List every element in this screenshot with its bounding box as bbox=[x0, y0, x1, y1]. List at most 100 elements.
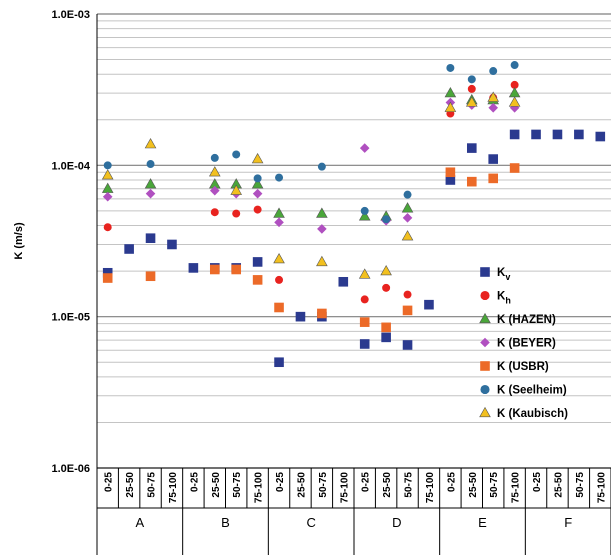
point-k-kaubisch bbox=[444, 101, 457, 112]
x-tick-label: 75-100 bbox=[339, 472, 350, 504]
legend-item-k-kaubisch: K (Kaubisch) bbox=[479, 406, 568, 420]
point-k-seelheim bbox=[253, 174, 262, 183]
x-tick-label: 25-50 bbox=[553, 472, 564, 498]
legend-marker-kh bbox=[480, 290, 490, 301]
point-kv bbox=[531, 129, 541, 140]
point-k-kaubisch bbox=[144, 138, 157, 149]
point-k-beyer bbox=[102, 191, 113, 202]
point-k-hazen bbox=[316, 207, 328, 218]
point-k-kaubisch bbox=[380, 264, 392, 276]
point-kh bbox=[510, 80, 519, 89]
point-k-hazen bbox=[508, 86, 521, 98]
point-kv bbox=[359, 339, 370, 349]
x-tick-label: 50-75 bbox=[147, 472, 158, 498]
point-k-beyer bbox=[252, 188, 263, 199]
point-k-hazen bbox=[101, 182, 114, 193]
legend-marker-k-kaubisch bbox=[479, 406, 491, 418]
point-k-hazen bbox=[401, 202, 414, 213]
legend-label-sub: v bbox=[505, 272, 510, 282]
point-k-beyer bbox=[274, 217, 284, 228]
point-k-kaubisch bbox=[251, 152, 264, 164]
x-tick-label: 0-25 bbox=[532, 472, 543, 492]
point-k-seelheim bbox=[510, 61, 519, 70]
point-k-beyer bbox=[209, 185, 220, 196]
group-label: A bbox=[135, 515, 144, 530]
legend-label-kh: Kh bbox=[497, 291, 511, 306]
point-kh bbox=[253, 205, 262, 214]
point-kh bbox=[360, 295, 369, 304]
point-k-usbr bbox=[402, 305, 413, 316]
x-tick-label: 0-25 bbox=[446, 472, 457, 492]
y-tick-label: 1.0E-06 bbox=[51, 463, 90, 475]
point-k-usbr bbox=[274, 302, 284, 313]
point-kv bbox=[445, 175, 456, 185]
point-k-seelheim bbox=[317, 162, 326, 171]
y-tick-label: 1.0E-03 bbox=[51, 9, 90, 21]
point-kv bbox=[574, 129, 584, 140]
point-k-usbr bbox=[381, 322, 391, 333]
point-kv bbox=[552, 129, 563, 140]
grid-layer bbox=[97, 13, 611, 469]
point-kv bbox=[167, 239, 177, 250]
point-k-kaubisch bbox=[273, 252, 285, 264]
legend-item-k-seelheim: K (Seelheim) bbox=[480, 385, 567, 397]
point-k-hazen bbox=[444, 86, 457, 98]
point-kh bbox=[210, 208, 219, 217]
legend-item-k-beyer: K (BEYER) bbox=[480, 338, 556, 350]
point-k-usbr bbox=[488, 173, 499, 184]
legend-marker-kv bbox=[480, 267, 490, 277]
y-axis-title: K (m/s) bbox=[13, 222, 25, 260]
point-kv bbox=[274, 357, 284, 368]
point-k-kaubisch bbox=[316, 255, 328, 267]
point-kv bbox=[124, 244, 134, 254]
point-k-kaubisch bbox=[465, 96, 478, 107]
legend-label-k-usbr: K (USBR) bbox=[497, 361, 549, 373]
x-tick-label: 0-25 bbox=[104, 472, 115, 492]
group-label: F bbox=[564, 515, 572, 530]
point-k-seelheim bbox=[489, 67, 498, 76]
x-tick-label: 0-25 bbox=[361, 472, 372, 492]
x-tick-label: 25-50 bbox=[125, 472, 136, 498]
point-k-hazen bbox=[273, 207, 285, 218]
point-k-hazen bbox=[251, 178, 264, 189]
point-k-seelheim bbox=[467, 75, 476, 84]
point-k-kaubisch bbox=[508, 96, 521, 107]
point-kh bbox=[382, 283, 391, 292]
point-k-seelheim bbox=[232, 150, 241, 159]
point-kv bbox=[424, 299, 434, 310]
legend-item-k-usbr: K (USBR) bbox=[480, 361, 549, 373]
point-k-kaubisch bbox=[401, 230, 414, 241]
x-tick-label: 75-100 bbox=[168, 472, 179, 504]
point-k-usbr bbox=[359, 317, 370, 327]
point-k-usbr bbox=[509, 163, 520, 173]
legend-item-k-hazen: K (HAZEN) bbox=[479, 312, 556, 326]
point-k-usbr bbox=[445, 167, 456, 178]
group-label: E bbox=[478, 515, 487, 530]
legend-label-kv: Kv bbox=[497, 267, 510, 282]
point-k-seelheim bbox=[360, 206, 369, 215]
x-tick-label: 50-75 bbox=[318, 472, 329, 498]
legend-label-main: K bbox=[497, 267, 506, 279]
point-k-kaubisch bbox=[487, 91, 500, 102]
point-k-kaubisch bbox=[358, 268, 371, 279]
x-tick-label: 25-50 bbox=[211, 472, 222, 498]
group-label: D bbox=[392, 515, 401, 530]
y-tick-label: 1.0E-04 bbox=[51, 160, 90, 172]
point-k-seelheim bbox=[103, 161, 112, 170]
legend-item-kh: Kh bbox=[480, 290, 511, 306]
point-k-seelheim bbox=[403, 190, 412, 199]
point-k-usbr bbox=[317, 308, 327, 319]
point-k-kaubisch bbox=[230, 184, 243, 195]
point-k-beyer bbox=[145, 188, 156, 199]
x-tick-label: 75-100 bbox=[254, 472, 265, 504]
x-tick-label: 75-100 bbox=[596, 472, 607, 504]
point-k-usbr bbox=[102, 273, 113, 283]
legend-label-k-seelheim: K (Seelheim) bbox=[497, 385, 567, 397]
point-kh bbox=[275, 275, 284, 284]
legend-marker-k-beyer bbox=[480, 337, 490, 348]
x-tick-label: 75-100 bbox=[511, 472, 522, 504]
point-k-usbr bbox=[252, 275, 263, 285]
point-k-seelheim bbox=[275, 173, 284, 182]
